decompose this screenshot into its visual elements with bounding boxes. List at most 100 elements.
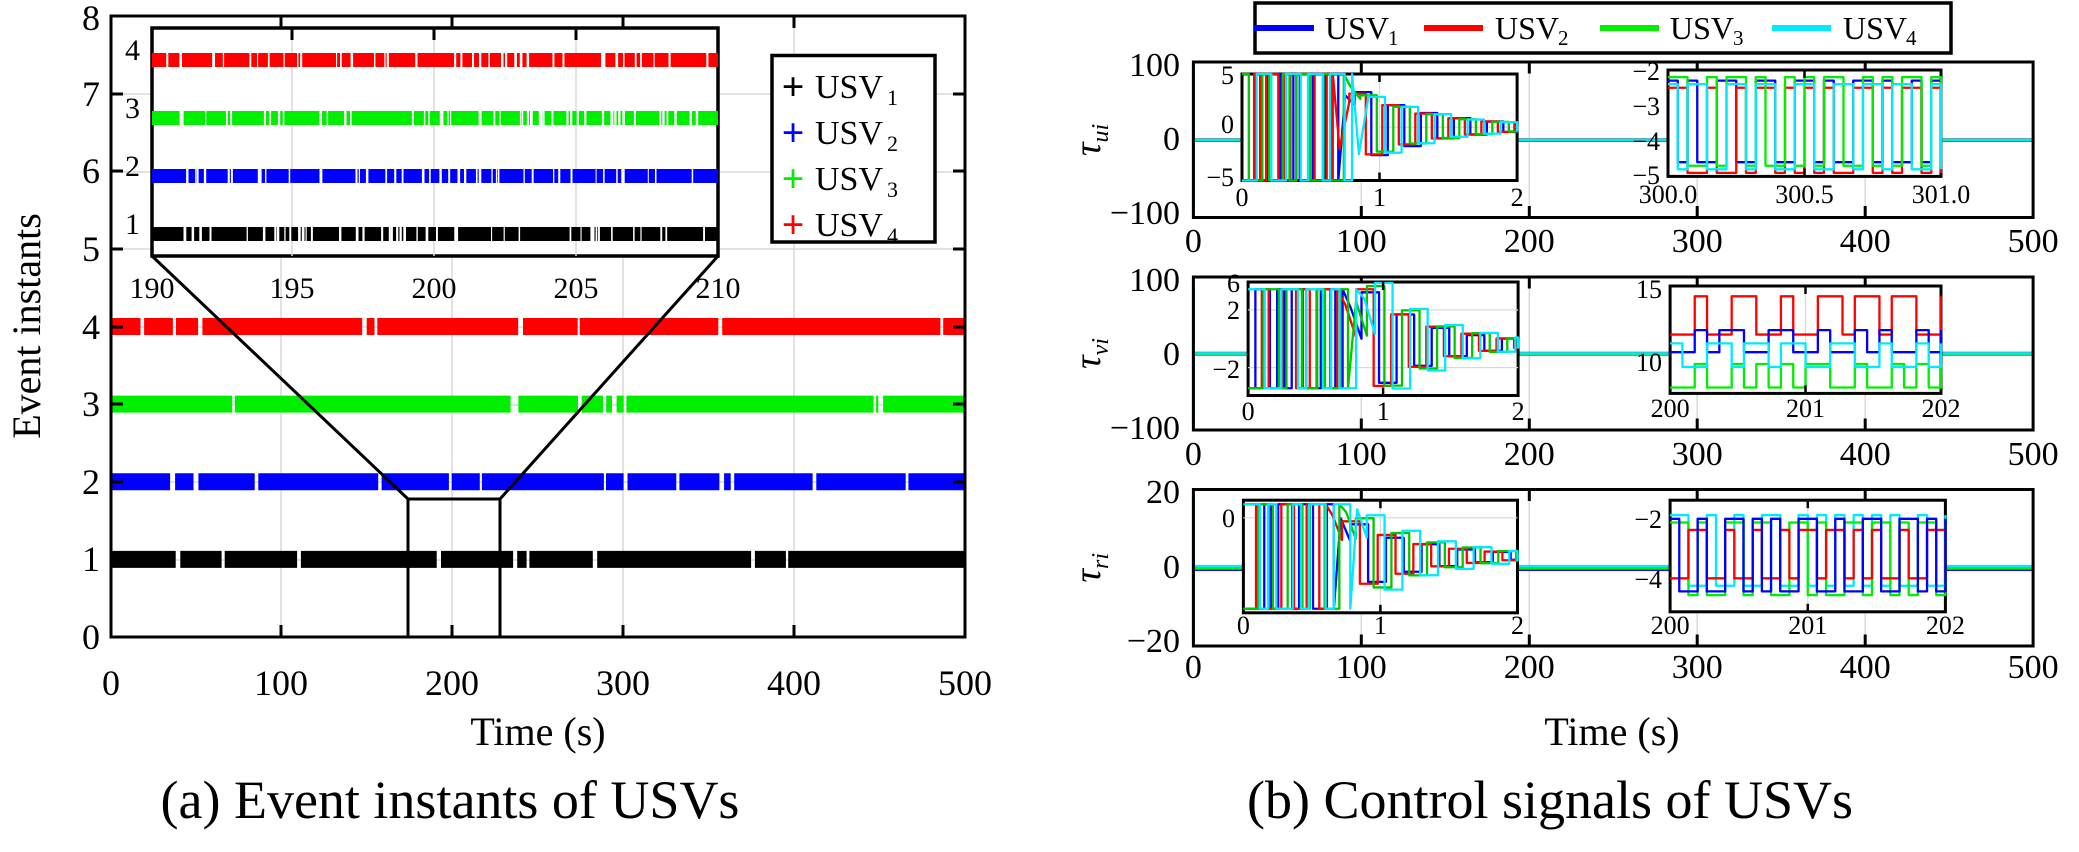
svg-text:6: 6 <box>1227 269 1240 298</box>
svg-text:0: 0 <box>1185 223 1202 260</box>
svg-text:400: 400 <box>767 663 821 703</box>
svg-text:100: 100 <box>1336 436 1387 473</box>
svg-text:7: 7 <box>82 74 100 114</box>
svg-text:(a) Event instants of USVs: (a) Event instants of USVs <box>161 770 740 830</box>
svg-text:0: 0 <box>1221 110 1234 139</box>
svg-text:1: 1 <box>1377 397 1390 426</box>
svg-text:100: 100 <box>1336 649 1387 686</box>
svg-text:2: 2 <box>1558 26 1569 50</box>
svg-text:1: 1 <box>82 539 100 579</box>
svg-text:−4: −4 <box>1632 127 1660 156</box>
svg-text:USV: USV <box>1325 10 1389 46</box>
svg-text:500: 500 <box>2008 223 2059 260</box>
svg-text:200: 200 <box>1504 223 1555 260</box>
svg-text:2: 2 <box>1511 611 1524 640</box>
svg-text:0: 0 <box>1222 504 1235 533</box>
svg-text:6: 6 <box>82 151 100 191</box>
svg-text:300: 300 <box>1672 223 1723 260</box>
svg-text:2: 2 <box>887 131 898 156</box>
svg-text:5: 5 <box>82 229 100 269</box>
svg-text:200: 200 <box>1651 394 1690 423</box>
svg-text:100: 100 <box>1336 223 1387 260</box>
svg-text:−20: −20 <box>1127 623 1180 660</box>
svg-text:1: 1 <box>125 208 140 241</box>
svg-text:0: 0 <box>1185 649 1202 686</box>
svg-text:2: 2 <box>82 462 100 502</box>
svg-text:3: 3 <box>82 384 100 424</box>
svg-text:210: 210 <box>696 272 741 305</box>
svg-text:500: 500 <box>2008 649 2059 686</box>
svg-text:400: 400 <box>1840 649 1891 686</box>
svg-text:5: 5 <box>1221 61 1234 90</box>
svg-text:+: + <box>782 110 805 155</box>
svg-text:400: 400 <box>1840 436 1891 473</box>
svg-text:(b) Control signals of USVs: (b) Control signals of USVs <box>1247 770 1853 830</box>
svg-text:USV: USV <box>815 69 883 106</box>
svg-text:0: 0 <box>102 663 120 703</box>
svg-text:200: 200 <box>425 663 479 703</box>
svg-text:+: + <box>782 64 805 109</box>
svg-text:20: 20 <box>1146 474 1180 511</box>
svg-text:500: 500 <box>938 663 992 703</box>
svg-text:−3: −3 <box>1632 92 1660 121</box>
svg-text:USV: USV <box>815 207 883 244</box>
svg-text:−5: −5 <box>1206 163 1234 192</box>
svg-text:USV: USV <box>815 115 883 152</box>
svg-text:300: 300 <box>596 663 650 703</box>
svg-text:4: 4 <box>1906 26 1917 50</box>
svg-text:1: 1 <box>1373 183 1386 212</box>
svg-text:202: 202 <box>1926 611 1965 640</box>
svg-text:300: 300 <box>1672 649 1723 686</box>
svg-text:−2: −2 <box>1634 505 1662 534</box>
svg-text:2: 2 <box>1227 296 1240 325</box>
svg-text:Event instants: Event instants <box>4 213 49 439</box>
svg-text:+: + <box>782 156 805 201</box>
svg-text:201: 201 <box>1786 394 1825 423</box>
svg-text:2: 2 <box>1512 397 1525 426</box>
svg-text:4: 4 <box>82 307 100 347</box>
svg-text:USV: USV <box>815 161 883 198</box>
svg-text:1: 1 <box>887 85 898 110</box>
svg-text:4: 4 <box>125 34 140 67</box>
svg-text:500: 500 <box>2008 436 2059 473</box>
svg-text:200: 200 <box>1651 611 1690 640</box>
svg-text:190: 190 <box>130 272 175 305</box>
svg-text:10: 10 <box>1636 348 1662 377</box>
svg-text:+: + <box>782 202 805 247</box>
svg-text:300: 300 <box>1672 436 1723 473</box>
svg-text:−2: −2 <box>1632 57 1660 86</box>
svg-text:3: 3 <box>1733 26 1744 50</box>
svg-text:1: 1 <box>1374 611 1387 640</box>
svg-text:0: 0 <box>1185 436 1202 473</box>
svg-text:0: 0 <box>1163 121 1180 158</box>
svg-text:3: 3 <box>887 177 898 202</box>
svg-text:−4: −4 <box>1634 565 1662 594</box>
svg-text:Time (s): Time (s) <box>1544 709 1679 754</box>
svg-text:0: 0 <box>1163 549 1180 586</box>
svg-text:400: 400 <box>1840 223 1891 260</box>
svg-text:0: 0 <box>82 617 100 657</box>
svg-text:2: 2 <box>1511 183 1524 212</box>
svg-text:202: 202 <box>1922 394 1961 423</box>
svg-text:0: 0 <box>1236 183 1249 212</box>
svg-text:USV: USV <box>1843 10 1907 46</box>
svg-text:USV: USV <box>1670 10 1734 46</box>
svg-text:0: 0 <box>1237 611 1250 640</box>
svg-text:1: 1 <box>1388 26 1399 50</box>
svg-text:8: 8 <box>82 0 100 38</box>
svg-text:Time (s): Time (s) <box>470 709 605 754</box>
svg-text:−100: −100 <box>1110 195 1180 232</box>
svg-text:−2: −2 <box>1212 355 1240 384</box>
svg-text:2: 2 <box>125 150 140 183</box>
svg-text:300.0: 300.0 <box>1639 180 1698 209</box>
svg-text:USV: USV <box>1495 10 1559 46</box>
svg-text:0: 0 <box>1163 336 1180 373</box>
svg-text:301.0: 301.0 <box>1912 180 1971 209</box>
svg-text:195: 195 <box>270 272 315 305</box>
svg-text:100: 100 <box>1129 47 1180 84</box>
svg-text:3: 3 <box>125 92 140 125</box>
svg-text:0: 0 <box>1242 397 1255 426</box>
svg-text:201: 201 <box>1788 611 1827 640</box>
svg-text:205: 205 <box>554 272 599 305</box>
svg-text:4: 4 <box>887 223 898 248</box>
